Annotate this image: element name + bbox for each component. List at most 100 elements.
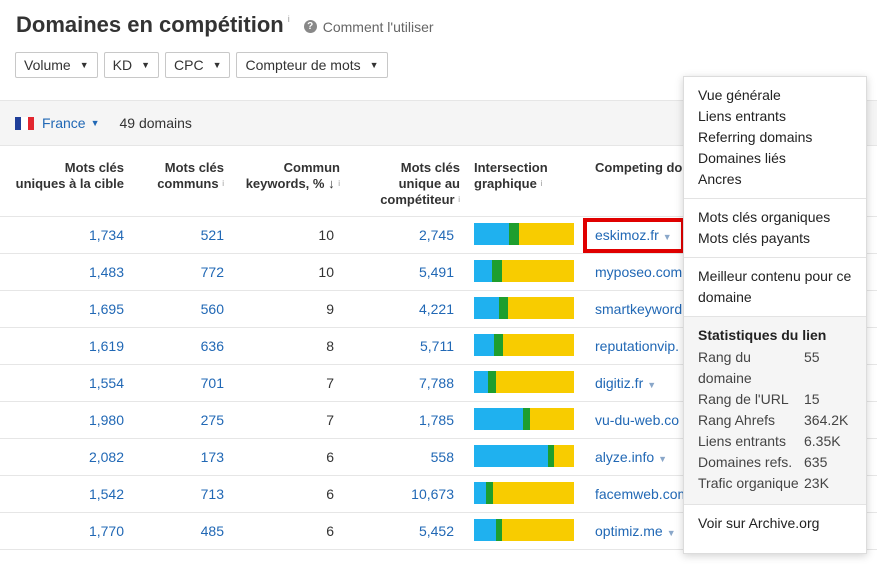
unique-target-value[interactable]: 1,483 xyxy=(88,264,124,280)
bar-segment-target xyxy=(474,482,486,504)
bar-segment-common xyxy=(499,297,508,319)
country-selector[interactable]: France xyxy=(42,115,86,131)
bar-segment-competitor xyxy=(496,371,574,393)
competing-domain-link[interactable]: smartkeyword xyxy=(595,291,682,327)
competing-domain-link[interactable]: reputationvip. xyxy=(595,328,679,364)
bar-segment-competitor xyxy=(503,334,574,356)
common-keywords-value[interactable]: 636 xyxy=(200,338,224,354)
col-common-pct[interactable]: Commun keywords, % ↓ i xyxy=(246,160,340,192)
unique-target-value[interactable]: 1,770 xyxy=(88,523,124,539)
menu-item[interactable]: Domaines liés xyxy=(698,150,786,166)
menu-item[interactable]: Vue générale xyxy=(698,87,781,103)
competing-domain-link[interactable]: digitiz.fr ▼ xyxy=(595,365,656,401)
unique-competitor-value[interactable]: 5,711 xyxy=(420,338,454,354)
link-stats-title: Statistiques du lien xyxy=(698,327,827,343)
menu-item[interactable]: Referring domains xyxy=(698,129,813,145)
menu-item[interactable]: Liens entrants xyxy=(698,108,786,124)
page-header: Domaines en compétition i ? Comment l'ut… xyxy=(16,12,434,38)
unique-competitor-value[interactable]: 558 xyxy=(430,449,454,465)
unique-competitor-value[interactable]: 2,745 xyxy=(418,227,454,243)
competing-domain-link[interactable]: eskimoz.fr ▼ xyxy=(595,217,672,253)
help-link[interactable]: ? Comment l'utiliser xyxy=(303,19,434,35)
intersection-bar xyxy=(474,260,574,282)
info-icon: i xyxy=(338,179,340,188)
unique-target-value[interactable]: 1,734 xyxy=(88,227,124,243)
menu-item[interactable]: Ancres xyxy=(698,171,742,187)
stat-value: 364.2K xyxy=(804,412,849,428)
common-keywords-value[interactable]: 173 xyxy=(200,449,224,465)
table-row: 1,695 560 9 4,221 smartkeyword xyxy=(0,291,877,328)
caret-down-icon[interactable]: ▼ xyxy=(662,232,672,242)
common-keywords-value[interactable]: 772 xyxy=(200,264,224,280)
bar-segment-target xyxy=(474,223,509,245)
competing-domain-label: alyze.info xyxy=(595,449,655,465)
menu-section-keywords: Mots clés organiques Mots clés payants xyxy=(684,199,866,258)
intersection-bar xyxy=(474,223,574,245)
stat-label: Rang de l'URL xyxy=(698,389,804,410)
kd-filter[interactable]: KD ▼ xyxy=(103,52,159,78)
stat-label-line1: Rang de l'URL xyxy=(698,391,789,407)
domain-count: 49 domains xyxy=(119,115,192,131)
common-pct-value: 9 xyxy=(326,301,334,317)
word-count-filter[interactable]: Compteur de mots ▼ xyxy=(236,52,388,78)
unique-competitor-value[interactable]: 5,452 xyxy=(418,523,454,539)
competing-domain-link[interactable]: facemweb.com xyxy=(595,476,689,512)
col-unique-target-line1: Mots clés xyxy=(64,160,124,175)
competing-domain-label: eskimoz.fr xyxy=(595,227,659,243)
unique-target-value[interactable]: 1,619 xyxy=(88,338,124,354)
unique-target-value[interactable]: 1,542 xyxy=(88,486,124,502)
unique-target-value[interactable]: 1,695 xyxy=(88,301,124,317)
competing-domain-link[interactable]: optimiz.me ▼ xyxy=(595,513,676,549)
caret-down-icon[interactable]: ▼ xyxy=(658,454,668,464)
menu-item-archive[interactable]: Voir sur Archive.org xyxy=(698,515,820,531)
caret-down-icon[interactable]: ▼ xyxy=(90,118,100,128)
menu-item-best-content[interactable]: Meilleur contenu pour ce domaine xyxy=(684,266,866,308)
col-common-pct-line2: keywords, % xyxy=(245,176,325,191)
col-unique-target[interactable]: Mots clés uniques à la cible xyxy=(16,160,124,192)
competing-domain-link[interactable]: vu-du-web.co xyxy=(595,402,679,438)
col-competing-domains[interactable]: Competing do xyxy=(595,160,682,176)
common-keywords-value[interactable]: 521 xyxy=(200,227,224,243)
title-info-icon[interactable]: i xyxy=(287,14,290,24)
unique-competitor-value[interactable]: 1,785 xyxy=(418,412,454,428)
unique-target-value[interactable]: 1,980 xyxy=(88,412,124,428)
competing-domain-link[interactable]: myposeo.com xyxy=(595,254,682,290)
caret-down-icon: ▼ xyxy=(212,60,222,70)
unique-competitor-value[interactable]: 7,788 xyxy=(418,375,454,391)
caret-down-icon[interactable]: ▼ xyxy=(647,380,657,390)
common-keywords-value[interactable]: 560 xyxy=(200,301,224,317)
intersection-bar xyxy=(474,371,574,393)
competing-domain-label: reputationvip. xyxy=(595,338,680,354)
stat-row: Domaines refs. 635 xyxy=(698,452,852,473)
common-keywords-value[interactable]: 275 xyxy=(200,412,224,428)
unique-target-value[interactable]: 2,082 xyxy=(88,449,124,465)
competing-domain-link[interactable]: alyze.info ▼ xyxy=(595,439,667,475)
cpc-filter[interactable]: CPC ▼ xyxy=(165,52,231,78)
bar-segment-common xyxy=(488,371,496,393)
unique-target-value[interactable]: 1,554 xyxy=(88,375,124,391)
col-unique-competitor[interactable]: Mots clés unique au compétiteur i xyxy=(380,160,460,208)
common-keywords-value[interactable]: 713 xyxy=(200,486,224,502)
page-title: Domaines en compétition xyxy=(16,12,284,37)
col-common[interactable]: Mots clés communs i xyxy=(157,160,224,192)
word-count-filter-label: Compteur de mots xyxy=(245,57,361,73)
menu-item-best-content-line1: Meilleur contenu pour ce xyxy=(698,268,852,284)
bar-segment-common xyxy=(509,223,519,245)
menu-item[interactable]: Mots clés organiques xyxy=(698,209,831,225)
info-icon: i xyxy=(458,195,460,204)
stat-value: 55 xyxy=(804,349,820,365)
volume-filter[interactable]: Volume ▼ xyxy=(15,52,98,78)
col-common-pct-line1: Commun xyxy=(283,160,340,175)
intersection-bar xyxy=(474,519,574,541)
common-pct-value: 8 xyxy=(326,338,334,354)
menu-item[interactable]: Mots clés payants xyxy=(698,230,811,246)
unique-competitor-value[interactable]: 5,491 xyxy=(418,264,454,280)
unique-competitor-value[interactable]: 4,221 xyxy=(418,301,454,317)
common-keywords-value[interactable]: 701 xyxy=(200,375,224,391)
common-keywords-value[interactable]: 485 xyxy=(200,523,224,539)
caret-down-icon[interactable]: ▼ xyxy=(666,528,676,538)
stat-label-line1: Trafic organique xyxy=(698,475,799,491)
volume-filter-label: Volume xyxy=(24,57,71,73)
bar-segment-common xyxy=(548,445,554,467)
unique-competitor-value[interactable]: 10,673 xyxy=(411,486,454,502)
